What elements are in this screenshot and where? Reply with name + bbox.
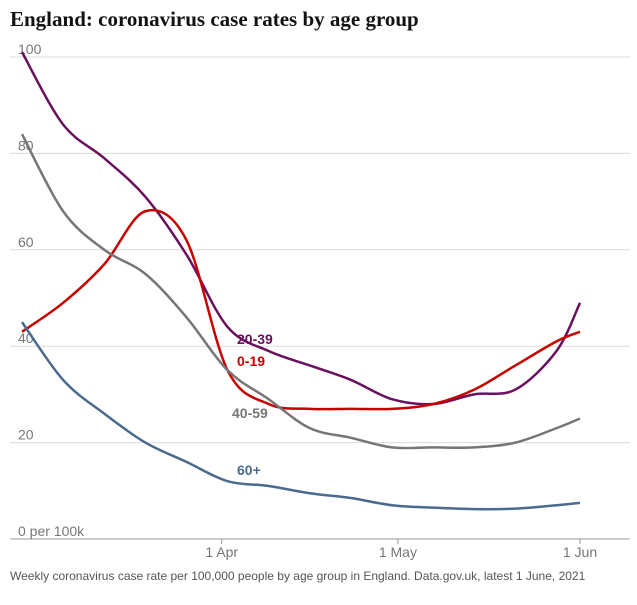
- y-tick-label: 20: [18, 427, 34, 443]
- series-label: 20-39: [237, 331, 273, 347]
- line: [20, 321, 581, 511]
- line: [20, 133, 581, 450]
- y-tick-label: 100: [18, 41, 42, 57]
- series-label: 40-59: [232, 405, 268, 421]
- series-label: 0-19: [237, 353, 265, 369]
- chart-title: England: coronavirus case rates by age g…: [10, 7, 419, 31]
- x-tick-label: 1 Apr: [205, 544, 238, 560]
- series-label: 60+: [237, 462, 261, 478]
- line: [21, 208, 581, 411]
- line: [20, 51, 582, 406]
- y-tick-label: 0 per 100k: [18, 523, 85, 539]
- x-tick-label: 1 May: [379, 544, 417, 560]
- caption: Weekly coronavirus case rate per 100,000…: [10, 569, 586, 583]
- y-tick-label: 60: [18, 234, 34, 250]
- x-tick-label: 1 Jun: [563, 544, 597, 560]
